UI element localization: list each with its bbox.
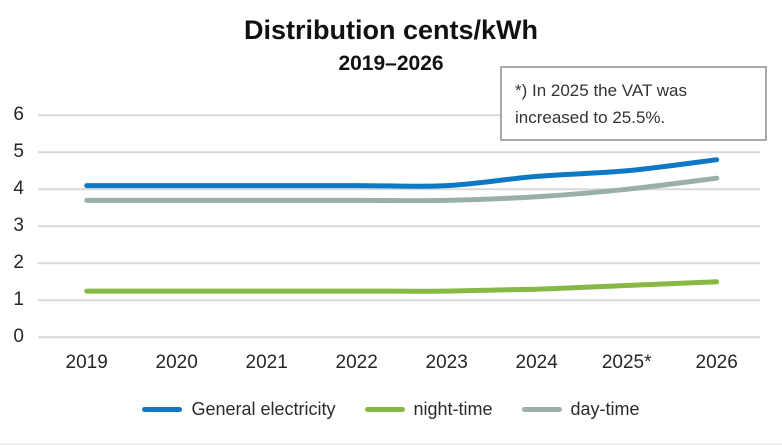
legend-item-night-time: night-time [364,399,493,419]
x-tick-label: 2022 [335,352,378,373]
legend-swatch-night-time [364,406,405,412]
y-tick-label: 5 [13,141,24,163]
legend-item-general-electricity: General electricity [142,399,336,419]
x-tick-label: 2019 [65,352,108,373]
x-tick-label: 2025* [601,352,652,373]
x-tick-label: 2020 [155,352,198,373]
series-line-night-time [84,279,720,294]
x-tick-label: 2024 [515,352,558,373]
legend-swatch-day-time [521,406,562,412]
legend-label-night-time: night-time [413,399,493,419]
series-line-day-time [84,175,720,204]
y-tick-label: 6 [13,104,24,126]
x-tick-label: 2026 [695,352,738,373]
legend-item-day-time: day-time [521,399,640,419]
series-line-general-electricity [84,157,720,189]
vat-annotation-box: *) In 2025 the VAT was increased to 25.5… [500,66,767,141]
y-tick-label: 4 [13,178,24,200]
legend-label-day-time: day-time [570,399,640,419]
y-tick-label: 3 [13,215,24,237]
legend-label-general-electricity: General electricity [191,399,336,419]
chart-subtitle: 2019–2026 [338,52,444,75]
y-tick-label: 1 [13,289,24,311]
x-tick-label: 2021 [245,352,288,373]
legend: General electricity night-time day-time [0,400,782,418]
y-tick-label: 0 [13,326,24,348]
legend-swatch-general-electricity [142,406,183,412]
chart-title: Distribution cents/kWh [243,15,538,45]
y-tick-label: 2 [13,252,24,274]
x-tick-label: 2023 [425,352,468,373]
